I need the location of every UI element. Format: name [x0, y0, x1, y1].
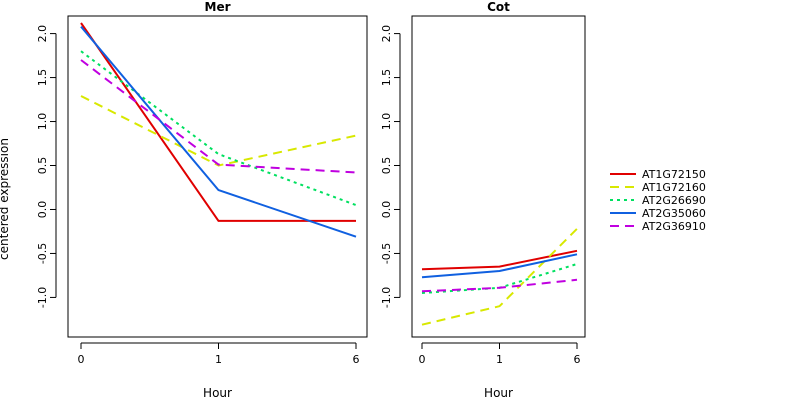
- x-tick-label: 6: [574, 353, 581, 366]
- panel-cot: Cot -1.0 -0.5 0.0 0.5 1.0 1.5 2.0 0 1 6 Hour: [380, 0, 586, 400]
- series-line-at1g72160: [80, 95, 357, 167]
- legend-label-at1g72150: AT1G72150: [642, 168, 706, 181]
- panel-title: Cot: [487, 0, 510, 14]
- legend-label-at2g35060: AT2G35060: [642, 207, 706, 220]
- x-tick-label: 0: [419, 353, 426, 366]
- y-tick-label: 0.0: [380, 201, 393, 219]
- x-tick-label: 1: [215, 353, 222, 366]
- series-line-at1g72160: [421, 228, 578, 326]
- series-line-at2g36910: [421, 278, 578, 293]
- y-tick-label: -0.5: [36, 243, 49, 264]
- y-axis-label: centered expression: [0, 138, 11, 260]
- series-line-at2g26690: [80, 50, 357, 207]
- legend: AT1G72150AT1G72160AT2G26690AT2G35060AT2G…: [610, 168, 706, 233]
- chart-panels: Mer -1.0 -0.5 0.0 0.5 1.0 1.5 2.0 0 1 6 Hour Cot -1.0…: [36, 0, 586, 400]
- x-axis-label: Hour: [484, 386, 513, 400]
- y-tick-label: -1.0: [36, 287, 49, 308]
- y-tick-label: 1.5: [36, 69, 49, 87]
- legend-label-at2g26690: AT2G26690: [642, 194, 706, 207]
- x-tick-label: 6: [353, 353, 360, 366]
- panel-mer: Mer -1.0 -0.5 0.0 0.5 1.0 1.5 2.0 0 1 6 Hour: [36, 0, 368, 400]
- legend-label-at1g72160: AT1G72160: [642, 181, 706, 194]
- series-line-at2g36910: [80, 59, 357, 174]
- y-tick-label: 1.0: [380, 113, 393, 130]
- y-tick-label: 2.0: [380, 25, 393, 43]
- y-tick-label: 2.0: [36, 25, 49, 43]
- y-tick-label: 1.0: [36, 113, 49, 130]
- series-line-at1g72150: [421, 249, 578, 271]
- panel-title: Mer: [205, 0, 231, 14]
- x-tick-label: 1: [496, 353, 503, 366]
- y-tick-label: 0.0: [36, 201, 49, 219]
- y-tick-label: 1.5: [380, 69, 393, 87]
- x-axis-label: Hour: [203, 386, 232, 400]
- y-tick-label: 0.5: [36, 157, 49, 175]
- series-line-at2g35060: [421, 253, 578, 279]
- y-tick-label: -1.0: [380, 287, 393, 308]
- plot-frame: [411, 15, 586, 338]
- y-tick-label: -0.5: [380, 243, 393, 264]
- legend-label-at2g36910: AT2G36910: [642, 220, 706, 233]
- x-tick-label: 0: [78, 353, 85, 366]
- series-line-at1g72150: [80, 22, 356, 222]
- series-line-at2g35060: [80, 25, 357, 238]
- y-tick-label: 0.5: [380, 157, 393, 175]
- plot-frame: [67, 15, 368, 338]
